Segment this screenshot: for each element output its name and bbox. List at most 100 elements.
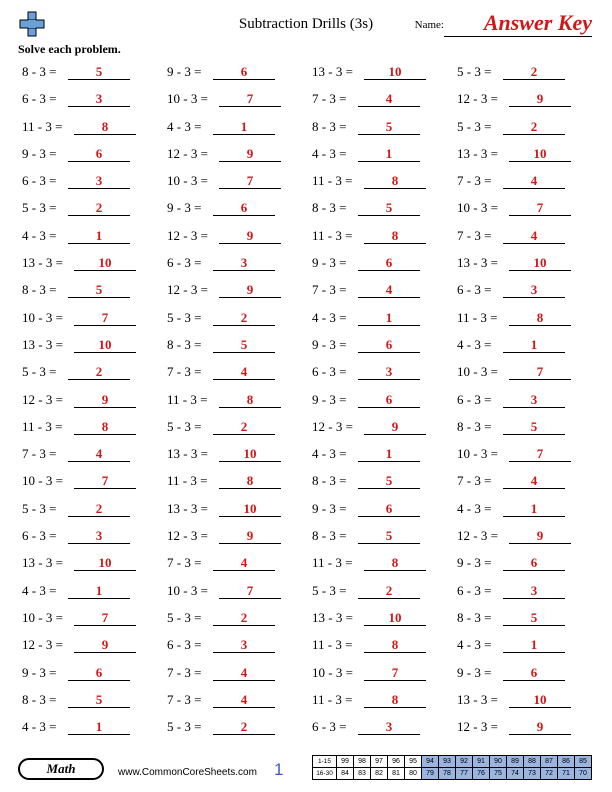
equation-text: 7 - 3 = <box>167 555 201 571</box>
answer-blank: 5 <box>358 528 420 544</box>
answer-blank: 8 <box>364 637 426 653</box>
answer-blank: 6 <box>358 392 420 408</box>
problem-row: 10 - 3 = 7 <box>457 442 597 469</box>
answer-blank: 2 <box>213 610 275 626</box>
problem-row: 4 - 3 = 1 <box>22 224 162 251</box>
answer-value: 2 <box>96 364 103 380</box>
equation-text: 7 - 3 = <box>167 665 201 681</box>
equation-text: 8 - 3 = <box>312 119 346 135</box>
problem-row: 7 - 3 = 4 <box>457 224 597 251</box>
equation-text: 9 - 3 = <box>312 392 346 408</box>
problem-row: 10 - 3 = 7 <box>22 469 162 496</box>
equation-text: 12 - 3 = <box>457 528 498 544</box>
answer-value: 4 <box>386 91 393 107</box>
answer-blank: 10 <box>219 446 281 462</box>
equation-text: 6 - 3 = <box>457 392 491 408</box>
answer-blank: 8 <box>509 310 571 326</box>
answer-blank: 8 <box>74 119 136 135</box>
problem-row: 4 - 3 = 1 <box>22 715 162 742</box>
answer-blank: 7 <box>364 665 426 681</box>
problem-column: 8 - 3 = 56 - 3 = 311 - 3 = 89 - 3 = 66 -… <box>22 60 162 742</box>
answer-blank: 10 <box>364 610 426 626</box>
score-range-label: 1-15 <box>313 756 337 768</box>
name-label: Name: <box>415 19 444 31</box>
equation-text: 8 - 3 = <box>167 337 201 353</box>
equation-text: 11 - 3 = <box>22 419 62 435</box>
equation-text: 11 - 3 = <box>167 392 207 408</box>
answer-blank: 1 <box>68 583 130 599</box>
score-cell: 71 <box>558 768 575 780</box>
problem-row: 12 - 3 = 9 <box>22 633 162 660</box>
answer-value: 6 <box>386 392 393 408</box>
answer-value: 1 <box>531 501 538 517</box>
equation-text: 12 - 3 = <box>167 528 208 544</box>
equation-text: 10 - 3 = <box>457 446 498 462</box>
answer-blank: 5 <box>358 473 420 489</box>
answer-blank: 2 <box>503 64 565 80</box>
answer-blank: 4 <box>503 228 565 244</box>
answer-blank: 10 <box>74 337 136 353</box>
problem-row: 6 - 3 = 3 <box>22 524 162 551</box>
score-cell: 84 <box>337 768 354 780</box>
problem-row: 7 - 3 = 4 <box>167 688 307 715</box>
problem-row: 10 - 3 = 7 <box>167 579 307 606</box>
problem-row: 11 - 3 = 8 <box>312 551 452 578</box>
answer-value: 2 <box>96 501 103 517</box>
equation-text: 10 - 3 = <box>22 610 63 626</box>
problem-row: 12 - 3 = 9 <box>167 224 307 251</box>
answer-blank: 10 <box>509 146 571 162</box>
problem-row: 9 - 3 = 6 <box>457 661 597 688</box>
equation-text: 9 - 3 = <box>312 255 346 271</box>
equation-text: 12 - 3 = <box>167 146 208 162</box>
equation-text: 5 - 3 = <box>167 719 201 735</box>
equation-text: 9 - 3 = <box>22 665 56 681</box>
answer-blank: 7 <box>509 364 571 380</box>
answer-value: 5 <box>386 528 393 544</box>
equation-text: 11 - 3 = <box>22 119 62 135</box>
answer-blank: 7 <box>509 200 571 216</box>
equation-text: 9 - 3 = <box>457 555 491 571</box>
answer-value: 7 <box>247 173 254 189</box>
score-cell: 74 <box>507 768 524 780</box>
equation-text: 11 - 3 = <box>312 637 352 653</box>
answer-blank: 6 <box>213 64 275 80</box>
problem-row: 11 - 3 = 8 <box>312 169 452 196</box>
answer-blank: 1 <box>503 637 565 653</box>
equation-text: 4 - 3 = <box>312 446 346 462</box>
answer-value: 9 <box>247 228 254 244</box>
footer: Math www.CommonCoreSheets.com 1 1-159998… <box>18 752 592 780</box>
answer-blank: 2 <box>503 119 565 135</box>
problem-row: 7 - 3 = 4 <box>167 360 307 387</box>
equation-text: 13 - 3 = <box>457 255 498 271</box>
equation-text: 4 - 3 = <box>312 146 346 162</box>
header: Subtraction Drills (3s) Name: Answer Key <box>0 12 612 42</box>
equation-text: 6 - 3 = <box>312 719 346 735</box>
score-cell: 92 <box>456 756 473 768</box>
answer-value: 3 <box>531 392 538 408</box>
problem-row: 5 - 3 = 2 <box>167 715 307 742</box>
equation-text: 6 - 3 = <box>312 364 346 380</box>
answer-blank: 5 <box>68 64 130 80</box>
answer-value: 7 <box>247 583 254 599</box>
answer-blank: 3 <box>358 719 420 735</box>
answer-blank: 6 <box>68 146 130 162</box>
answer-blank: 7 <box>74 610 136 626</box>
score-cell: 73 <box>524 768 541 780</box>
answer-value: 2 <box>531 119 538 135</box>
answer-blank: 1 <box>358 446 420 462</box>
answer-blank: 5 <box>68 692 130 708</box>
equation-text: 12 - 3 = <box>457 91 498 107</box>
equation-text: 5 - 3 = <box>167 419 201 435</box>
answer-blank: 1 <box>358 310 420 326</box>
answer-blank: 3 <box>213 637 275 653</box>
score-cell: 82 <box>371 768 388 780</box>
answer-value: 8 <box>392 173 399 189</box>
answer-value: 10 <box>534 692 547 708</box>
answer-value: 9 <box>102 637 109 653</box>
answer-blank: 9 <box>219 528 281 544</box>
problem-row: 5 - 3 = 2 <box>457 60 597 87</box>
answer-value: 4 <box>241 364 248 380</box>
answer-blank: 4 <box>213 692 275 708</box>
score-cell: 89 <box>507 756 524 768</box>
answer-blank: 7 <box>219 173 281 189</box>
